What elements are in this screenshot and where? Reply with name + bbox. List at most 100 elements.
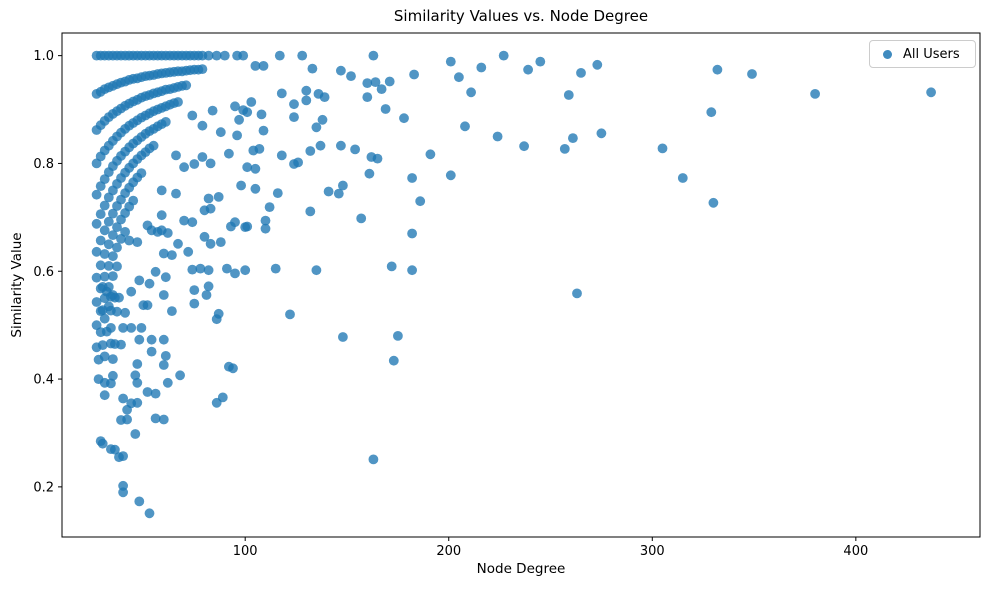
data-point <box>197 64 208 74</box>
data-point <box>301 95 312 106</box>
data-point <box>114 292 124 303</box>
data-point <box>126 286 137 297</box>
data-point <box>203 265 214 276</box>
data-point <box>256 109 267 120</box>
data-point <box>370 77 381 87</box>
data-point <box>712 64 723 75</box>
data-point <box>333 188 344 199</box>
data-point <box>122 404 132 415</box>
data-point <box>132 377 143 388</box>
data-point <box>476 62 487 73</box>
data-point <box>124 235 135 246</box>
data-point <box>596 128 607 139</box>
data-point <box>563 90 574 100</box>
data-point <box>242 162 253 173</box>
data-point <box>197 152 208 162</box>
data-point <box>97 305 108 315</box>
data-point <box>203 281 214 292</box>
data-point <box>95 235 106 246</box>
data-point <box>215 237 226 248</box>
data-point <box>415 196 426 207</box>
x-tick-label: 100 <box>233 544 258 559</box>
data-point <box>132 359 143 369</box>
y-tick-label: 0.4 <box>33 373 54 388</box>
data-point <box>108 208 118 219</box>
data-point <box>376 84 387 94</box>
data-point <box>409 69 419 80</box>
data-point <box>130 370 141 381</box>
data-point <box>708 197 719 208</box>
data-point <box>407 173 417 183</box>
data-point <box>240 265 251 276</box>
data-point <box>181 80 192 91</box>
data-point <box>236 180 247 191</box>
data-point <box>338 180 348 191</box>
data-point <box>91 272 102 283</box>
data-point <box>99 200 110 211</box>
data-point <box>173 97 183 107</box>
data-point <box>576 68 586 78</box>
data-point <box>103 261 114 271</box>
y-tick-label: 0.2 <box>33 480 54 495</box>
data-point <box>460 121 470 132</box>
data-point <box>380 104 391 114</box>
data-point <box>207 105 218 116</box>
data-point <box>136 323 147 333</box>
data-point <box>305 146 316 156</box>
data-point <box>112 261 122 272</box>
data-point <box>99 351 110 362</box>
data-point <box>270 263 281 274</box>
data-point <box>224 148 234 159</box>
data-point <box>407 228 417 239</box>
scatter-series-all-users <box>91 50 936 519</box>
data-point <box>346 71 356 81</box>
y-tick-label: 0.6 <box>33 265 54 280</box>
data-point <box>466 87 476 98</box>
data-point <box>205 238 216 249</box>
legend-marker-icon <box>883 49 892 59</box>
data-point <box>276 150 287 161</box>
data-point <box>203 193 214 204</box>
data-point <box>91 246 102 257</box>
data-point <box>108 271 118 281</box>
data-point <box>572 288 582 299</box>
data-point <box>179 215 190 226</box>
data-point <box>399 113 409 124</box>
data-point <box>368 454 379 465</box>
data-point <box>222 263 232 274</box>
data-point <box>112 222 122 233</box>
data-point <box>201 290 212 300</box>
data-point <box>106 323 116 333</box>
data-point <box>120 227 130 237</box>
y-tick-label: 0.8 <box>33 157 54 172</box>
data-point <box>211 314 222 325</box>
data-point <box>146 346 157 357</box>
data-point <box>95 260 106 271</box>
data-point <box>215 127 226 138</box>
data-point <box>519 141 529 152</box>
data-point <box>160 272 171 283</box>
data-point <box>99 225 110 236</box>
data-point <box>498 50 509 61</box>
data-point <box>99 271 110 282</box>
data-point <box>156 210 167 221</box>
data-point <box>228 363 238 374</box>
x-tick-label: 400 <box>843 544 868 559</box>
data-point <box>95 436 106 446</box>
data-point <box>323 186 334 197</box>
data-point <box>187 264 198 275</box>
data-point <box>205 203 216 214</box>
data-point <box>132 397 143 408</box>
data-point <box>134 496 145 507</box>
data-point <box>108 370 118 381</box>
data-point <box>219 50 230 61</box>
data-point <box>91 189 102 200</box>
data-point <box>158 248 169 259</box>
data-point <box>118 393 128 404</box>
data-point <box>142 300 153 311</box>
x-tick-label: 300 <box>640 544 665 559</box>
data-point <box>108 251 118 262</box>
data-point <box>217 392 228 403</box>
data-point <box>146 334 157 345</box>
data-point <box>230 268 240 279</box>
